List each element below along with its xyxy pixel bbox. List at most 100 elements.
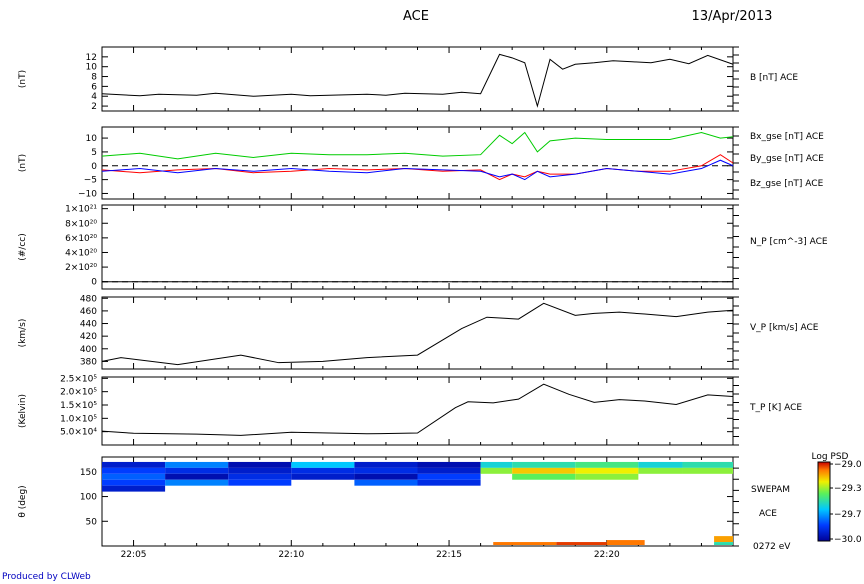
series-line (101, 154, 734, 181)
heatmap-cell (228, 479, 292, 486)
heatmap-cell (165, 461, 229, 468)
heatmap-cell (556, 542, 607, 546)
y-tick-label: 100 (80, 493, 97, 503)
heatmap-cell (291, 467, 355, 474)
y-tick-label: −5 (84, 176, 97, 186)
panel-frame (101, 376, 734, 446)
panel-3: (#/cc) 0 2×10²⁰ 4×10²⁰ 6×10²⁰ 8×10²⁰ 1×10²¹ N_P… (18, 204, 828, 290)
heatmap-cell (165, 479, 229, 486)
heatmap-cell (682, 461, 733, 468)
y-tick-label: 440 (80, 320, 97, 330)
y-tick-label: 0 (91, 278, 97, 288)
series-line (101, 302, 734, 366)
y-axis-label: (nT) (18, 154, 28, 172)
panel-frame (101, 296, 734, 370)
heatmap-cell (102, 467, 166, 474)
heatmap-cell (512, 473, 576, 480)
heatmap-cell (228, 473, 292, 480)
x-tick-label: 22:20 (594, 550, 620, 560)
heatmap-cell (165, 467, 229, 474)
y-tick-label: 6 (91, 82, 97, 92)
colorbar-tick-label: −30.0 (834, 535, 862, 545)
colorbar-label: Log PSD (811, 452, 848, 462)
colorbar-tick-label: −29.7 (834, 510, 862, 520)
heatmap-cell (354, 467, 418, 474)
heatmap-cell (638, 467, 683, 474)
right-label: SWEPAM (751, 485, 790, 495)
y-tick-label: 50 (86, 517, 98, 527)
y-tick-label: 4×10²⁰ (65, 248, 97, 258)
series-legend: Bz_gse [nT] ACE (750, 179, 824, 189)
heatmap-cell (291, 473, 355, 480)
footer-credit: Produced by CLWeb (2, 572, 91, 582)
heatmap-cell (102, 461, 166, 468)
heatmap-cell (291, 461, 355, 468)
y-tick-label: 8 (91, 73, 97, 83)
y-tick-label: −10 (78, 189, 97, 199)
heatmap-cell (575, 473, 639, 480)
series-legend: T_P [K] ACE (749, 403, 802, 413)
panel-frame (101, 46, 734, 112)
figure-date: 13/Apr/2013 (692, 9, 773, 24)
heatmap-cell (102, 479, 166, 486)
heatmap-cell (354, 473, 418, 480)
y-tick-label: 1×10²¹ (65, 205, 97, 215)
y-tick-label: 4 (91, 92, 97, 102)
heatmap-cell (638, 461, 683, 468)
y-axis-label: θ (deg) (18, 485, 28, 517)
heatmap-cell (575, 467, 639, 474)
heatmap-cell (714, 536, 733, 543)
y-axis-label: (Kelvin) (18, 394, 28, 428)
series-legend: By_gse [nT] ACE (750, 154, 824, 164)
heatmap-cell (512, 461, 576, 468)
heatmap-cell (417, 461, 481, 468)
y-axis-label: (#/cc) (18, 233, 28, 261)
panel-6: θ (deg) 50 100 150 22:05 22:10 22:15 22:20 SWEPA… (18, 452, 862, 560)
y-axis-label: (nT) (18, 70, 28, 88)
heatmap-cell (480, 467, 513, 474)
panel-frame (101, 126, 734, 200)
y-tick-label: 2.0×10⁵ (60, 388, 97, 398)
colorbar-tick-label: −29.3 (834, 484, 862, 494)
y-tick-label: 2×10²⁰ (65, 263, 97, 273)
heatmap-cell (493, 542, 557, 546)
y-tick-label: 420 (80, 332, 97, 342)
heatmap-cell (575, 461, 639, 468)
series-line (101, 159, 734, 181)
x-tick-label: 22:10 (278, 550, 304, 560)
heatmap-cell (682, 467, 733, 474)
y-tick-label: 5 (91, 148, 97, 158)
panel-frame (101, 204, 734, 290)
series-line (101, 383, 734, 436)
heatmap-cell (480, 461, 513, 468)
y-tick-label: 150 (80, 468, 97, 478)
series-line (101, 131, 734, 160)
right-label: ACE (759, 509, 777, 519)
heatmap-cell (354, 479, 418, 486)
figure-title: ACE (403, 9, 429, 24)
y-tick-label: 12 (86, 53, 97, 63)
y-tick-label: 1.0×10⁵ (60, 414, 97, 424)
x-tick-label: 22:05 (121, 550, 147, 560)
y-tick-label: 10 (86, 63, 98, 73)
y-tick-label: 8×10²⁰ (65, 219, 97, 229)
y-tick-label: 400 (80, 345, 97, 355)
heatmap-cell (102, 473, 166, 480)
heatmap-cell (354, 461, 418, 468)
y-axis-label: (km/s) (18, 319, 28, 348)
heatmap-cell (512, 467, 576, 474)
series-legend: N_P [cm^-3] ACE (750, 237, 828, 247)
colorbar (817, 461, 831, 542)
y-tick-label: 2 (91, 102, 97, 112)
y-tick-label: 460 (80, 307, 97, 317)
y-tick-label: 5.0×10⁴ (60, 428, 97, 438)
heatmap-cell (606, 540, 645, 546)
heatmap-cell (165, 473, 229, 480)
heatmap-cell (102, 485, 166, 492)
y-tick-label: 10 (86, 134, 98, 144)
y-tick-label: 480 (80, 294, 97, 304)
heatmap-cell (228, 467, 292, 474)
heatmap-cell (417, 479, 481, 486)
